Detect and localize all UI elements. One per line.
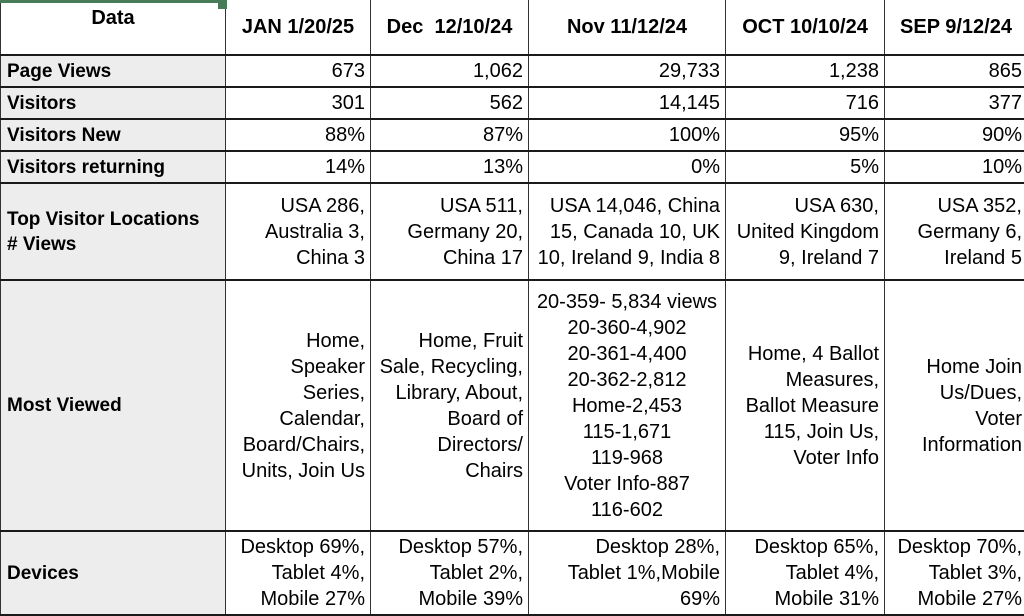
selection-drag-handle-icon[interactable] (218, 0, 227, 9)
cell-page-views-nov[interactable]: 29,733 (528, 54, 726, 88)
table-row-page-views: Page Views 673 1,062 29,733 1,238 865 (0, 54, 1024, 88)
cell-visitors-nov[interactable]: 14,145 (528, 86, 726, 120)
cell-visitors-returning-sep[interactable]: 10% (884, 150, 1024, 184)
table-row-most-viewed: Most Viewed Home, Speaker Series, Calend… (0, 279, 1024, 532)
corner-header-cell[interactable]: Data (0, 0, 226, 56)
row-label-devices[interactable]: Devices (0, 530, 226, 616)
cell-top-locations-jan[interactable]: USA 286, Australia 3, China 3 (225, 182, 371, 281)
cell-visitors-oct[interactable]: 716 (725, 86, 885, 120)
cell-visitors-dec[interactable]: 562 (370, 86, 529, 120)
table-row-devices: Devices Desktop 69%, Tablet 4%, Mobile 2… (0, 530, 1024, 616)
cell-visitors-sep[interactable]: 377 (884, 86, 1024, 120)
cell-most-viewed-oct[interactable]: Home, 4 Ballot Measures, Ballot Measure … (725, 279, 885, 532)
cell-devices-jan[interactable]: Desktop 69%, Tablet 4%, Mobile 27% (225, 530, 371, 616)
table-row-visitors: Visitors 301 562 14,145 716 377 (0, 86, 1024, 120)
row-label-most-viewed[interactable]: Most Viewed (0, 279, 226, 532)
table-row-top-visitor-locations: Top Visitor Locations # Views USA 286, A… (0, 182, 1024, 281)
cell-visitors-returning-nov[interactable]: 0% (528, 150, 726, 184)
column-header-oct[interactable]: OCT 10/10/24 (725, 0, 885, 56)
cell-page-views-dec[interactable]: 1,062 (370, 54, 529, 88)
table-row-visitors-new: Visitors New 88% 87% 100% 95% 90% (0, 118, 1024, 152)
cell-visitors-returning-jan[interactable]: 14% (225, 150, 371, 184)
cell-top-locations-nov[interactable]: USA 14,046, China 15, Canada 10, UK 10, … (528, 182, 726, 281)
cell-visitors-new-dec[interactable]: 87% (370, 118, 529, 152)
cell-devices-oct[interactable]: Desktop 65%, Tablet 4%, Mobile 31% (725, 530, 885, 616)
cell-visitors-new-nov[interactable]: 100% (528, 118, 726, 152)
cell-visitors-returning-oct[interactable]: 5% (725, 150, 885, 184)
cell-most-viewed-dec[interactable]: Home, Fruit Sale, Recycling, Library, Ab… (370, 279, 529, 532)
row-label-visitors-new[interactable]: Visitors New (0, 118, 226, 152)
cell-visitors-new-oct[interactable]: 95% (725, 118, 885, 152)
row-label-visitors[interactable]: Visitors (0, 86, 226, 120)
cell-page-views-jan[interactable]: 673 (225, 54, 371, 88)
cell-visitors-new-jan[interactable]: 88% (225, 118, 371, 152)
cell-visitors-new-sep[interactable]: 90% (884, 118, 1024, 152)
cell-devices-dec[interactable]: Desktop 57%, Tablet 2%, Mobile 39% (370, 530, 529, 616)
cell-visitors-returning-dec[interactable]: 13% (370, 150, 529, 184)
column-header-sep[interactable]: SEP 9/12/24 (884, 0, 1024, 56)
column-header-dec[interactable]: Dec 12/10/24 (370, 0, 529, 56)
table-row-visitors-returning: Visitors returning 14% 13% 0% 5% 10% (0, 150, 1024, 184)
row-label-page-views[interactable]: Page Views (0, 54, 226, 88)
cell-devices-sep[interactable]: Desktop 70%, Tablet 3%, Mobile 27% (884, 530, 1024, 616)
cell-visitors-jan[interactable]: 301 (225, 86, 371, 120)
cell-most-viewed-sep[interactable]: Home Join Us/Dues, Voter Information (884, 279, 1024, 532)
cell-page-views-sep[interactable]: 865 (884, 54, 1024, 88)
cell-most-viewed-nov[interactable]: 20-359- 5,834 views 20-360-4,902 20-361-… (528, 279, 726, 532)
cell-top-locations-sep[interactable]: USA 352, Germany 6, Ireland 5 (884, 182, 1024, 281)
row-label-top-visitor-locations[interactable]: Top Visitor Locations # Views (0, 182, 226, 281)
cell-page-views-oct[interactable]: 1,238 (725, 54, 885, 88)
cell-top-locations-dec[interactable]: USA 511, Germany 20, China 17 (370, 182, 529, 281)
cell-top-locations-oct[interactable]: USA 630, United Kingdom 9, Ireland 7 (725, 182, 885, 281)
column-header-nov[interactable]: Nov 11/12/24 (528, 0, 726, 56)
table-header-row: Data JAN 1/20/25 Dec 12/10/24 Nov 11/12/… (0, 0, 1024, 56)
cell-most-viewed-jan[interactable]: Home, Speaker Series, Calendar, Board/Ch… (225, 279, 371, 532)
row-label-visitors-returning[interactable]: Visitors returning (0, 150, 226, 184)
cell-devices-nov[interactable]: Desktop 28%, Tablet 1%,Mobile 69% (528, 530, 726, 616)
column-header-jan[interactable]: JAN 1/20/25 (225, 0, 371, 56)
selection-border-top (0, 0, 222, 3)
